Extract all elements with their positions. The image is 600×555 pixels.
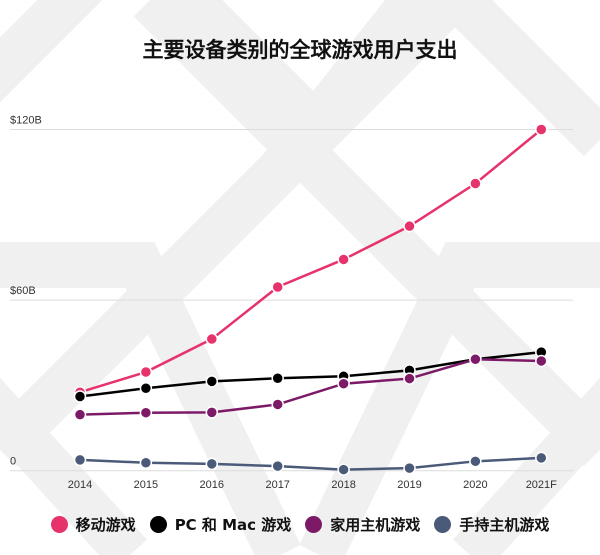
data-point[interactable] (469, 455, 482, 468)
x-tick-label: 2015 (134, 479, 158, 491)
legend-item-mobile[interactable]: 移动游戏 (50, 514, 136, 535)
x-tick-label: 2016 (200, 479, 224, 491)
x-tick-label: 2019 (397, 479, 421, 491)
data-point[interactable] (205, 406, 219, 419)
data-point[interactable] (337, 253, 350, 266)
legend-swatch (149, 516, 167, 533)
data-point[interactable] (535, 123, 548, 136)
y-tick-label: $60B (10, 285, 36, 297)
chart-title: 主要设备类别的全球游戏用户支出 (142, 38, 458, 62)
data-point[interactable] (205, 332, 219, 346)
legend-label: PC 和 Mac 游戏 (174, 516, 292, 534)
x-tick-label: 2017 (265, 479, 289, 491)
legend-swatch (305, 516, 323, 533)
legend-label: 家用主机游戏 (330, 516, 421, 534)
legend: 移动游戏 PC 和 Mac 游戏 家用主机游戏 手持主机游戏 (0, 514, 600, 535)
data-point[interactable] (73, 408, 87, 421)
x-tick-label: 2014 (68, 479, 92, 491)
data-point[interactable] (271, 459, 284, 473)
data-point[interactable] (271, 280, 284, 294)
legend-item-pc-mac[interactable]: PC 和 Mac 游戏 (149, 514, 292, 535)
data-point[interactable] (403, 461, 416, 475)
legend-item-handheld[interactable]: 手持主机游戏 (434, 514, 549, 535)
data-point[interactable] (535, 451, 548, 465)
data-point[interactable] (469, 177, 482, 190)
series-3 (73, 451, 548, 476)
data-point[interactable] (403, 372, 416, 385)
series-2 (73, 352, 548, 421)
series-line (79, 128, 543, 394)
data-point[interactable] (139, 456, 153, 469)
series-line (79, 350, 542, 398)
series-line (79, 456, 542, 471)
data-point[interactable] (139, 365, 153, 379)
y-tick-label: 0 (10, 456, 16, 468)
legend-label: 移动游戏 (75, 516, 136, 534)
data-point[interactable] (337, 377, 350, 390)
data-point[interactable] (205, 457, 219, 471)
x-tick-label: 2018 (331, 479, 355, 491)
series-0 (73, 123, 548, 399)
x-tick-label: 2021F (526, 479, 557, 491)
legend-label: 手持主机游戏 (459, 516, 550, 534)
data-point[interactable] (403, 219, 416, 233)
data-point[interactable] (271, 398, 284, 411)
x-tick-label: 2020 (463, 479, 487, 491)
data-point[interactable] (469, 352, 482, 366)
y-tick-label: $120B (10, 115, 42, 127)
series-line (79, 357, 542, 416)
data-point[interactable] (535, 354, 548, 368)
data-point[interactable] (337, 463, 350, 476)
legend-swatch (434, 516, 452, 533)
data-point[interactable] (139, 381, 153, 395)
data-point[interactable] (205, 375, 219, 388)
data-point[interactable] (73, 390, 87, 403)
legend-swatch (50, 516, 68, 533)
legend-item-console[interactable]: 家用主机游戏 (305, 514, 420, 535)
data-point[interactable] (271, 372, 284, 385)
data-point[interactable] (139, 406, 153, 419)
data-point[interactable] (73, 453, 87, 467)
